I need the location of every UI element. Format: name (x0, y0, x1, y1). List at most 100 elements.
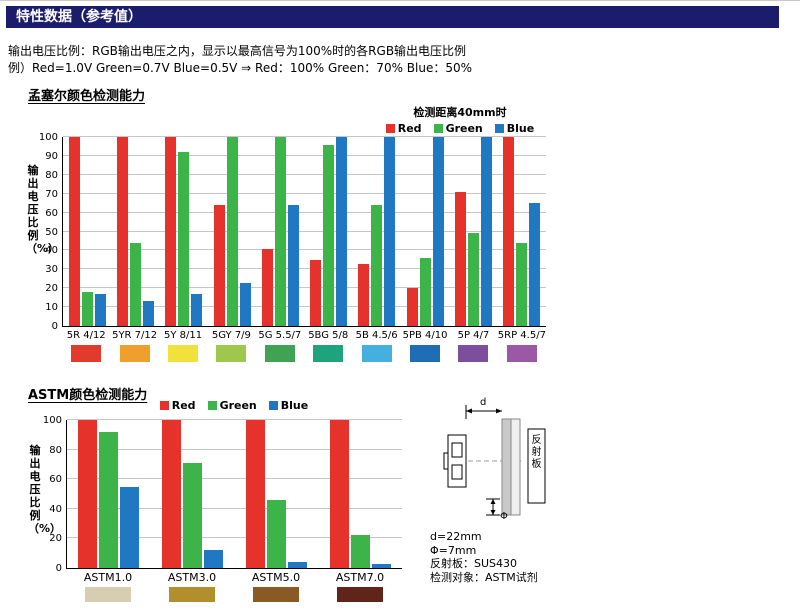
bar-group (160, 137, 208, 326)
legend-swatch-blue (268, 401, 278, 410)
y-tick-label: 20 (45, 283, 58, 295)
swatch-cell (304, 345, 352, 362)
y-tick-label: 100 (42, 415, 62, 426)
sensor-lens (443, 452, 449, 470)
category-label: 5BG 5/8 (308, 330, 349, 341)
munsell-legend: 检测距离40mm时 Red Green Blue (375, 104, 545, 135)
y-axis-label: 输出电压比例（%） (28, 444, 62, 535)
bar-blue (142, 301, 154, 326)
gridline (63, 136, 546, 137)
swatch-cell (318, 587, 402, 602)
bar-green (129, 242, 141, 326)
legend-swatch-red (159, 401, 169, 410)
legend-label: Blue (506, 122, 535, 135)
bar-green (323, 144, 335, 326)
swatch-cell (352, 345, 400, 362)
legend-item: Green (433, 122, 483, 135)
legend-label: Green (219, 399, 257, 412)
category-label: ASTM3.0 (167, 571, 217, 584)
bar-green (178, 152, 190, 326)
legend-item: Green (207, 399, 257, 412)
arrow-up-icon (490, 499, 496, 504)
legend-label: Blue (280, 399, 309, 412)
gridline (63, 211, 546, 213)
bar-red (213, 205, 225, 326)
astm-chart: Red Green Blue 输出电压比例（%） 0 20 40 60 80 100 ASTM… (18, 399, 438, 611)
bar-blue (287, 562, 307, 568)
legend-label: Red (397, 122, 422, 135)
bar-group (498, 137, 546, 326)
bar-red (503, 137, 515, 326)
bar-group (235, 420, 319, 568)
gridline (63, 306, 546, 308)
y-tick-label: 70 (45, 188, 58, 200)
legend-items: Red Green Blue (375, 122, 545, 135)
legend-swatch-red (385, 124, 395, 133)
bar-red (116, 137, 128, 326)
legend-item: Red (385, 122, 422, 135)
color-swatch (85, 587, 131, 602)
swatch-cell (66, 587, 150, 602)
bar-group (304, 137, 352, 326)
bar-blue (120, 486, 140, 568)
bar-red (245, 420, 265, 568)
legend-item: Blue (268, 399, 309, 412)
bar-red (261, 248, 273, 326)
bar-blue (239, 282, 251, 326)
gridline (63, 287, 546, 289)
y-tick-label: 0 (55, 563, 62, 574)
gridline (63, 249, 546, 251)
swatch-cell (159, 345, 207, 362)
bar-red (165, 137, 177, 326)
gridline (63, 268, 546, 270)
swatch-cell (207, 345, 255, 362)
diagram-notes: d=22mm Φ=7mm 反射板：SUS430 检测对象：ASTM试剂 (430, 530, 538, 584)
gridline (63, 230, 546, 232)
bar-group (401, 137, 449, 326)
gridline (67, 419, 402, 420)
bar-group (353, 137, 401, 326)
bar-groups (63, 137, 546, 326)
category-label: ASTM1.0 (83, 571, 133, 584)
category-label: 5R 4/12 (66, 330, 106, 341)
swatch-cell (62, 345, 110, 362)
page-header: 特性数据（参考值） (6, 6, 779, 28)
bar-green (99, 431, 119, 568)
bar-green (419, 257, 431, 326)
y-tick-label: 40 (49, 503, 62, 515)
category-label: 5Y 8/11 (163, 330, 203, 341)
gridline (67, 537, 402, 539)
y-tick-label: 90 (45, 150, 58, 162)
gridline (67, 507, 402, 509)
bar-green (468, 233, 480, 326)
color-swatch (506, 345, 537, 362)
bar-green (266, 499, 286, 568)
intro-text: 输出电压比例：RGB输出电压之内，显示以最高信号为100%时的各RGB输出电压比… (8, 43, 472, 77)
legend-label: Green (445, 122, 483, 135)
color-swatch (264, 345, 295, 362)
category-label: 5GY 7/9 (211, 330, 251, 341)
bar-green (371, 205, 383, 326)
legend-swatch-blue (494, 124, 504, 133)
reflector-label-box (527, 428, 546, 504)
swatch-cell (150, 587, 234, 602)
bar-group (151, 420, 235, 568)
sensor-setup-diagram: d Φ 反射板 (442, 397, 557, 531)
bar-blue (384, 137, 396, 326)
munsell-section-title: 孟塞尔颜色检测能力 (28, 89, 146, 104)
color-swatch (71, 345, 102, 362)
note-reflector: 反射板：SUS430 (430, 557, 518, 570)
bar-blue (336, 137, 348, 326)
bar-group (63, 137, 111, 326)
gridline (67, 448, 402, 450)
legend-items: Red Green Blue (66, 399, 402, 412)
reflector-plate-back (510, 418, 521, 516)
category-label: 5RP 4.5/7 (497, 330, 546, 341)
bar-blue (529, 203, 541, 326)
bar-group (67, 420, 151, 568)
swatch-cell (256, 345, 304, 362)
intro-line-1: 输出电压比例：RGB输出电压之内，显示以最高信号为100%时的各RGB输出电压比… (8, 44, 467, 58)
bar-blue (191, 293, 203, 326)
reflector-plate (501, 418, 512, 516)
color-swatch (169, 587, 215, 602)
